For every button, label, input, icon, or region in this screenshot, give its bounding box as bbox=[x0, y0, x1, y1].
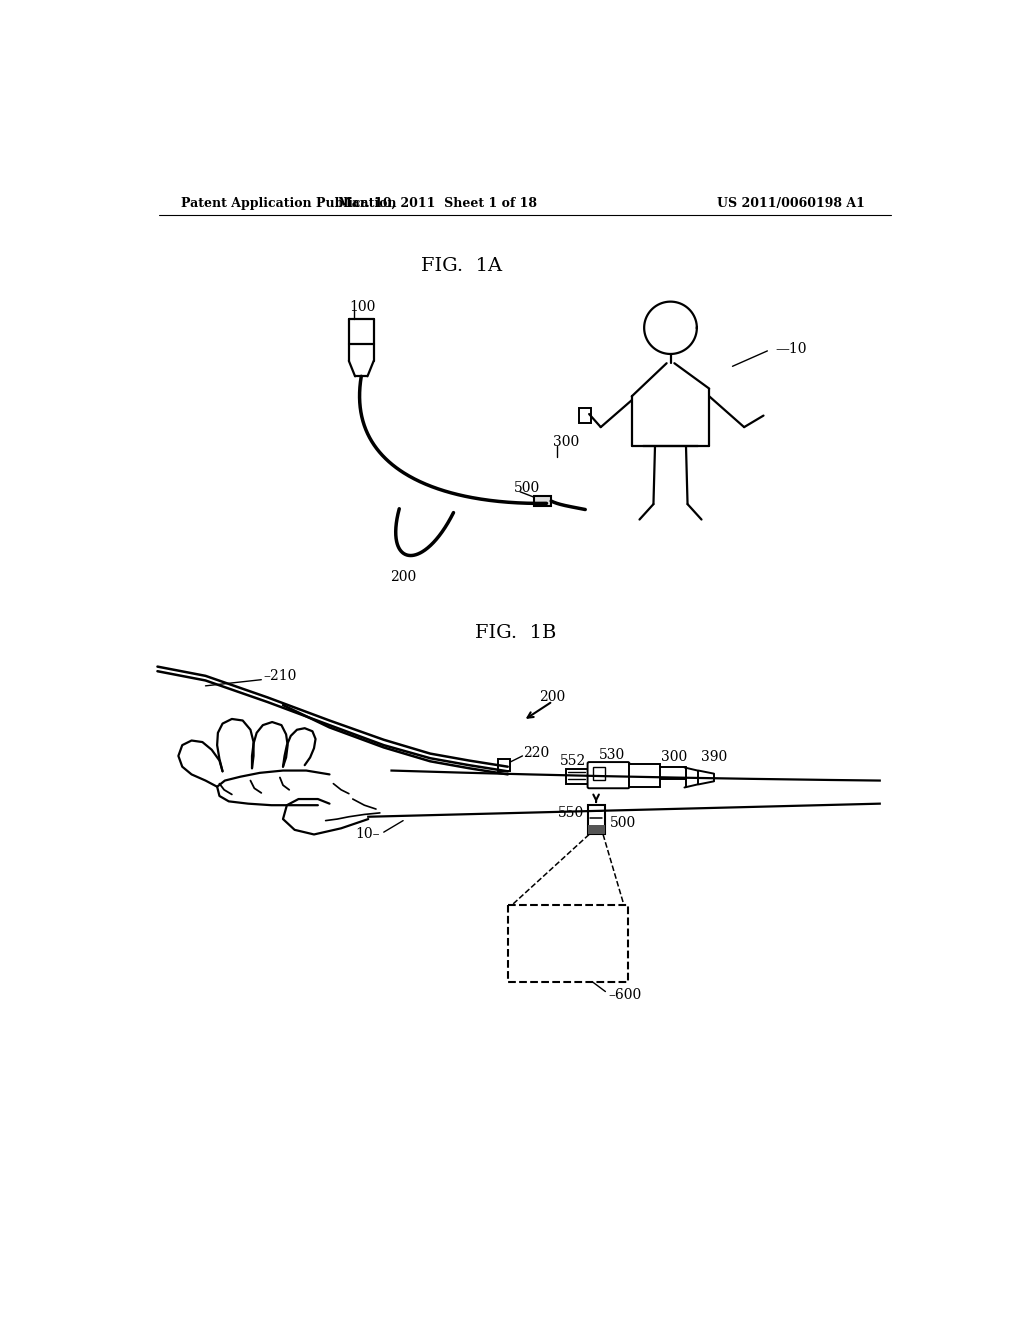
Text: US 2011/0060198 A1: US 2011/0060198 A1 bbox=[717, 197, 865, 210]
Text: 552: 552 bbox=[560, 754, 586, 767]
Text: 500: 500 bbox=[514, 480, 541, 495]
Text: 200: 200 bbox=[390, 569, 416, 583]
Bar bbox=[630, 764, 660, 788]
Text: 530: 530 bbox=[598, 748, 625, 762]
Bar bbox=[508, 906, 628, 982]
FancyBboxPatch shape bbox=[588, 762, 630, 788]
Text: 200: 200 bbox=[539, 690, 565, 705]
Text: Patent Application Publication: Patent Application Publication bbox=[180, 197, 396, 210]
Text: FIG.  1A: FIG. 1A bbox=[421, 257, 502, 275]
Text: FIG.  1B: FIG. 1B bbox=[475, 624, 556, 643]
Text: 300: 300 bbox=[662, 751, 687, 764]
Text: 220: 220 bbox=[523, 746, 550, 760]
Text: —10: —10 bbox=[775, 342, 807, 356]
Text: 100: 100 bbox=[349, 300, 375, 314]
Text: 10–: 10– bbox=[355, 828, 380, 841]
Bar bbox=[588, 825, 604, 834]
Text: –600: –600 bbox=[608, 987, 642, 1002]
Bar bbox=[535, 496, 551, 507]
Bar bbox=[593, 767, 605, 780]
Bar bbox=[498, 759, 510, 771]
Bar bbox=[566, 770, 588, 784]
Text: 300: 300 bbox=[553, 434, 579, 449]
Text: Mar. 10, 2011  Sheet 1 of 18: Mar. 10, 2011 Sheet 1 of 18 bbox=[339, 197, 538, 210]
Text: –210: –210 bbox=[263, 669, 297, 682]
Text: 550: 550 bbox=[558, 807, 585, 820]
Text: 390: 390 bbox=[701, 751, 728, 764]
Text: 500: 500 bbox=[610, 816, 636, 830]
Bar bbox=[588, 805, 604, 834]
Bar bbox=[579, 408, 591, 424]
